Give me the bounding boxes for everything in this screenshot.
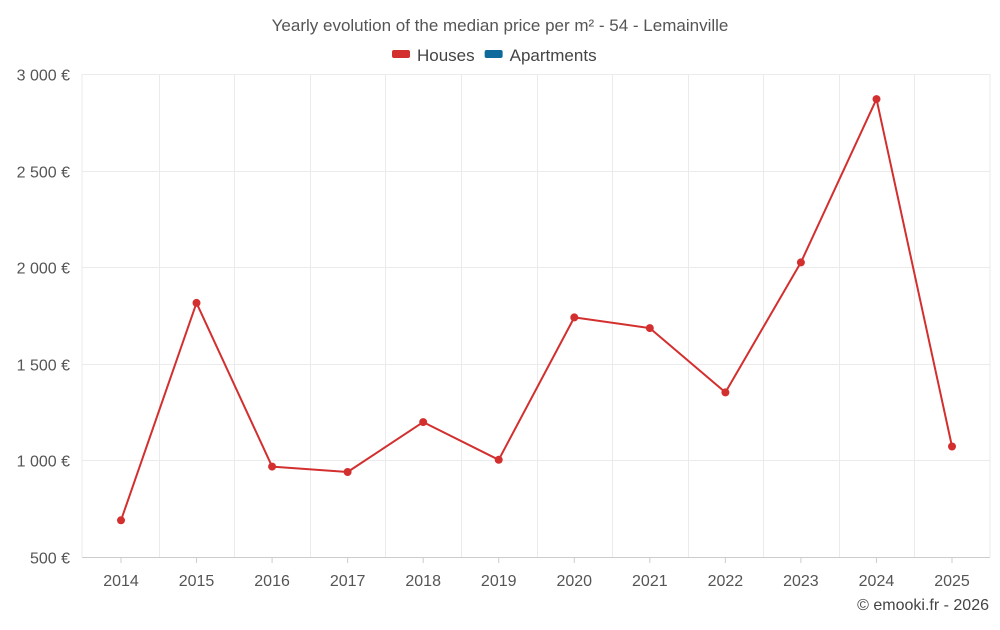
x-tick-label: 2023 <box>783 573 819 590</box>
chart-title: Yearly evolution of the median price per… <box>272 16 729 35</box>
axes: 500 € 1 000 € 1 500 € 2 000 € 2 500 € 3 000 €… <box>17 68 990 590</box>
data-point-houses-2025[interactable] <box>948 442 956 451</box>
x-tick-label: 2017 <box>330 573 366 590</box>
data-point-houses-2016[interactable] <box>268 462 277 471</box>
y-tick-label: 1 000 € <box>17 454 70 471</box>
x-tick-label: 2025 <box>934 573 970 590</box>
legend-swatch-apartments <box>484 50 503 58</box>
x-tick-label: 2015 <box>179 573 215 590</box>
series-line-houses <box>120 98 953 521</box>
labels: Yearly evolution of the median price per… <box>272 16 989 614</box>
x-tick-label: 2024 <box>859 573 895 590</box>
data-point-houses-2015[interactable] <box>192 298 201 307</box>
x-tick-label: 2014 <box>103 573 139 590</box>
legend-item-apartments[interactable]: Apartments <box>484 46 597 65</box>
x-tick-label: 2020 <box>556 573 592 590</box>
series <box>117 95 956 525</box>
grid <box>81 74 991 557</box>
credit-text: © emooki.fr - 2026 <box>857 597 989 614</box>
data-point-houses-2023[interactable] <box>796 258 805 267</box>
y-tick-label: 500 € <box>30 551 70 568</box>
x-tick-label: 2019 <box>481 573 517 590</box>
x-tick-label: 2016 <box>254 573 290 590</box>
data-point-houses-2022[interactable] <box>721 388 730 397</box>
data-point-houses-2021[interactable] <box>645 324 654 333</box>
x-tick-label: 2018 <box>405 573 441 590</box>
data-point-houses-2019[interactable] <box>494 455 503 464</box>
legend[interactable]: Houses Apartments <box>392 46 597 65</box>
legend-label-apartments: Apartments <box>510 46 597 65</box>
y-tick-label: 2 500 € <box>17 165 70 182</box>
y-tick-label: 2 000 € <box>17 261 70 278</box>
data-point-houses-2014[interactable] <box>117 516 125 525</box>
data-point-houses-2017[interactable] <box>343 468 352 476</box>
y-tick-label: 1 500 € <box>17 358 70 375</box>
legend-label-houses: Houses <box>417 46 475 65</box>
data-point-houses-2024[interactable] <box>872 95 881 104</box>
data-point-houses-2020[interactable] <box>570 313 579 322</box>
legend-swatch-houses <box>392 50 410 58</box>
data-point-houses-2018[interactable] <box>419 418 428 427</box>
y-tick-label: 3 000 € <box>17 68 70 85</box>
legend-item-houses[interactable]: Houses <box>392 46 475 65</box>
x-tick-label: 2021 <box>632 573 668 590</box>
x-tick-label: 2022 <box>708 573 744 590</box>
